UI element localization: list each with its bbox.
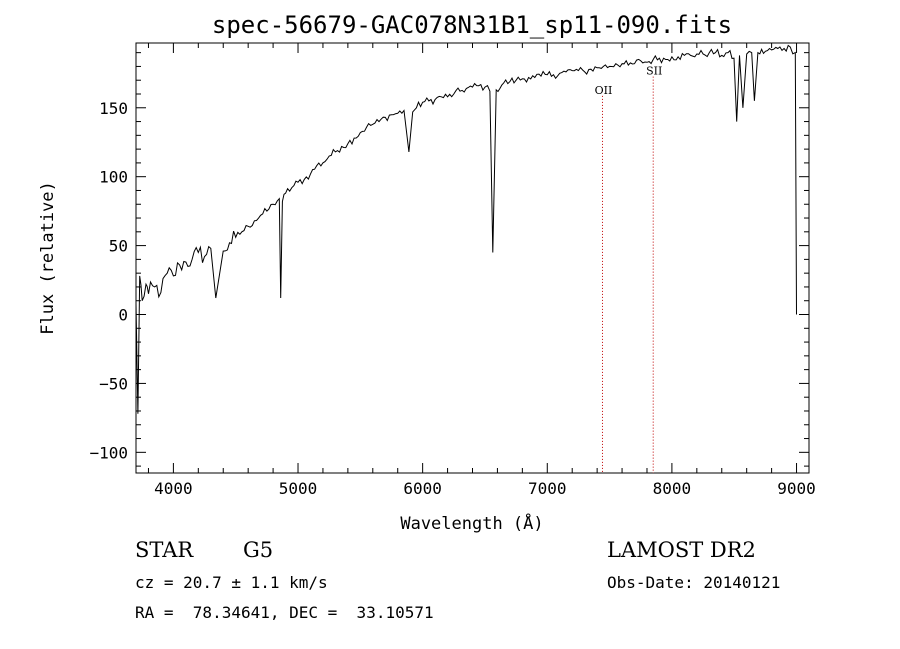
y-tick-label: 150	[99, 99, 128, 118]
y-tick-label: 100	[99, 168, 128, 187]
y-tick-label: −50	[99, 374, 128, 393]
x-tick-label: 6000	[403, 479, 442, 498]
x-tick-label: 7000	[528, 479, 567, 498]
y-tick-label: 50	[109, 237, 128, 256]
x-tick-label: 5000	[279, 479, 318, 498]
object-subclass: G5	[243, 538, 274, 562]
chart-title: spec-56679-GAC078N31B1_sp11-090.fits	[212, 11, 732, 39]
obs-date: Obs-Date: 20140121	[607, 573, 781, 592]
object-class: STAR	[135, 538, 194, 562]
ra-dec-coords: RA = 78.34641, DEC = 33.10571	[135, 603, 434, 622]
y-tick-label: 0	[118, 306, 128, 325]
survey-name: LAMOST DR2	[607, 538, 756, 562]
line-marker-label-oii: OII	[595, 84, 613, 97]
plot-frame	[135, 42, 810, 474]
axis-ticks: 4000 5000 6000 7000 8000 9000 −100 −50 0 50 100 150	[89, 43, 816, 498]
x-tick-label: 9000	[777, 479, 816, 498]
redshift-cz: cz = 20.7 ± 1.1 km/s	[135, 573, 328, 592]
x-tick-label: 8000	[653, 479, 692, 498]
x-tick-label: 4000	[154, 479, 193, 498]
y-axis-label: Flux (relative)	[38, 181, 58, 335]
line-marker-label-sii: SII	[646, 65, 662, 78]
spectrum-line	[135, 44, 797, 414]
x-axis-label: Wavelength (Å)	[400, 512, 543, 534]
y-tick-label: −100	[89, 443, 128, 462]
line-markers: OII SII	[595, 65, 662, 473]
